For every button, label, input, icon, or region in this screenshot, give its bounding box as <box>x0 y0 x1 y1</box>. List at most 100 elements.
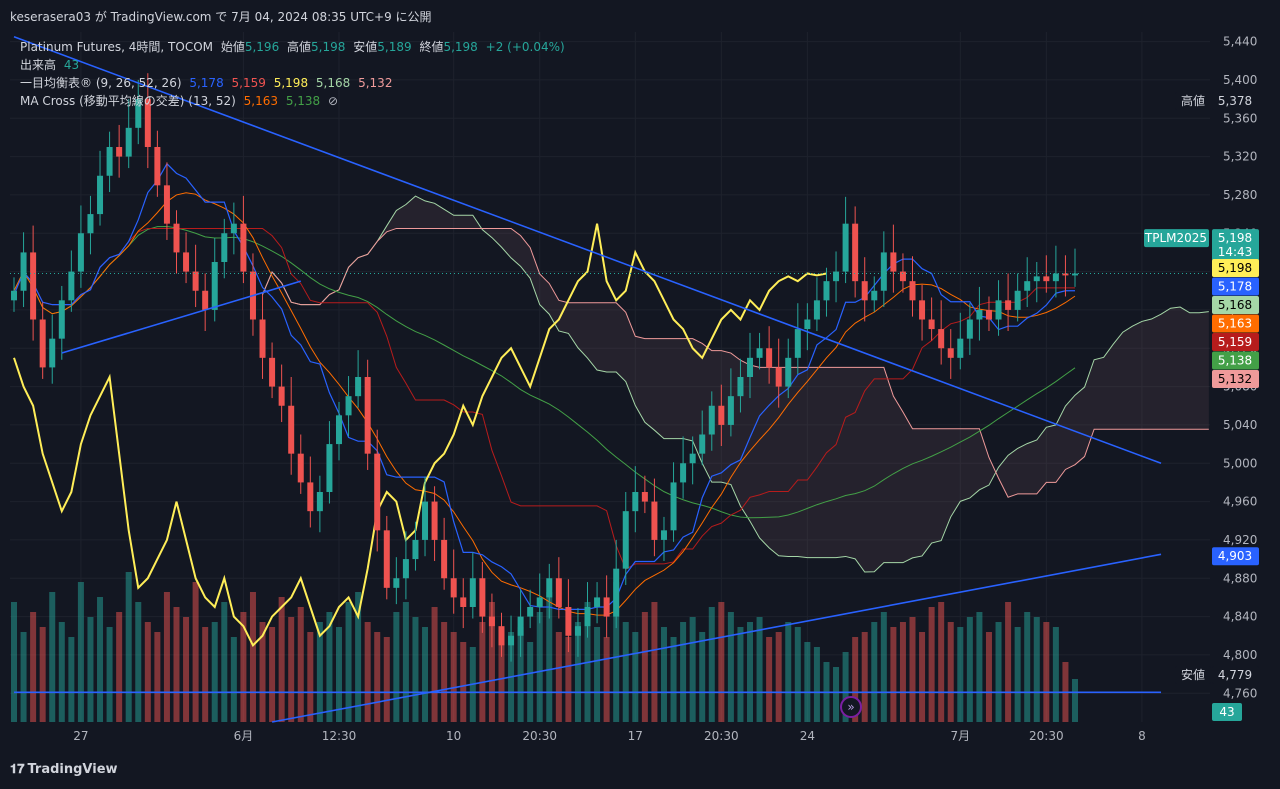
candle-body-81[interactable] <box>785 357 792 387</box>
candle-body-55[interactable] <box>536 597 543 607</box>
candle-body-106[interactable] <box>1024 281 1031 291</box>
candle-body-70[interactable] <box>680 463 687 483</box>
candle-body-99[interactable] <box>957 338 964 358</box>
candle-body-42[interactable] <box>412 539 419 560</box>
candle-body-54[interactable] <box>527 607 534 617</box>
candle-body-105[interactable] <box>1014 290 1021 310</box>
candle-body-94[interactable] <box>909 281 916 301</box>
candle-body-20[interactable] <box>202 290 209 310</box>
candle-body-0[interactable] <box>11 290 17 301</box>
candle-body-108[interactable] <box>1043 276 1050 282</box>
candle-body-36[interactable] <box>355 377 362 397</box>
candle-body-57[interactable] <box>555 578 562 607</box>
candle-body-68[interactable] <box>660 530 667 540</box>
candle-body-71[interactable] <box>689 453 696 464</box>
candle-body-14[interactable] <box>144 99 151 147</box>
candle-body-103[interactable] <box>995 300 1002 320</box>
candle-body-98[interactable] <box>947 348 954 358</box>
candle-body-3[interactable] <box>39 319 46 368</box>
candle-body-10[interactable] <box>106 147 113 176</box>
candle-body-66[interactable] <box>641 492 648 502</box>
legend-volume-row[interactable]: 出来高 43 <box>20 56 569 74</box>
legend-ichimoku-row[interactable]: 一目均衡表® (9, 26, 52, 26) 5,178 5,159 5,198… <box>20 74 569 92</box>
candle-body-1[interactable] <box>20 252 27 291</box>
candle-body-72[interactable] <box>699 434 706 454</box>
legend-ohlc-row[interactable]: Platinum Futures, 4時間, TOCOM 始値5,196 高値5… <box>20 38 569 56</box>
candle-body-63[interactable] <box>613 568 620 617</box>
candle-body-47[interactable] <box>460 597 467 607</box>
trendlines[interactable] <box>10 36 1210 723</box>
candle-body-40[interactable] <box>393 578 400 588</box>
candle-body-33[interactable] <box>326 444 333 492</box>
candle-body-64[interactable] <box>622 511 629 569</box>
time-axis[interactable]: 27 6月 12:30 10 20:30 17 20:30 24 7月 20:30 8 <box>73 729 1145 743</box>
candle-body-15[interactable] <box>154 147 161 186</box>
candle-body-100[interactable] <box>966 319 973 339</box>
candle-body-101[interactable] <box>976 309 983 320</box>
candle-body-30[interactable] <box>297 453 304 483</box>
candle-body-92[interactable] <box>890 252 897 272</box>
candle-body-53[interactable] <box>517 616 524 636</box>
candle-body-13[interactable] <box>135 99 142 128</box>
lower-trendline[interactable] <box>271 553 1162 723</box>
candle-body-76[interactable] <box>737 377 744 397</box>
candle-body-91[interactable] <box>880 252 887 291</box>
candle-body-22[interactable] <box>221 233 228 262</box>
candle-body-45[interactable] <box>441 539 448 579</box>
candle-body-35[interactable] <box>345 396 352 416</box>
candle-body-61[interactable] <box>594 597 601 607</box>
candle-body-88[interactable] <box>852 223 859 282</box>
candle-body-5[interactable] <box>58 300 65 339</box>
candle-body-97[interactable] <box>938 329 945 349</box>
candle-body-6[interactable] <box>68 271 75 301</box>
candle-body-59[interactable] <box>574 626 581 636</box>
candle-body-48[interactable] <box>469 578 476 607</box>
candle-body-87[interactable] <box>842 223 849 272</box>
candle-body-49[interactable] <box>479 578 486 617</box>
candle-body-107[interactable] <box>1033 276 1040 282</box>
candle-body-11[interactable] <box>116 147 123 157</box>
candle-body-26[interactable] <box>259 319 266 358</box>
candle-body-44[interactable] <box>431 501 438 540</box>
candle-body-46[interactable] <box>450 578 457 598</box>
candle-body-80[interactable] <box>775 367 782 387</box>
candle-body-28[interactable] <box>278 386 285 406</box>
candle-body-77[interactable] <box>747 357 754 377</box>
candle-body-52[interactable] <box>508 635 515 646</box>
price-chart[interactable]: 5,4405,4005,3605,3205,2805,2405,2005,160… <box>0 32 1280 750</box>
candle-body-21[interactable] <box>211 262 218 310</box>
candle-body-8[interactable] <box>87 214 94 234</box>
candle-body-19[interactable] <box>192 271 199 291</box>
candle-body-78[interactable] <box>756 348 763 358</box>
candle-body-83[interactable] <box>804 319 811 330</box>
candle-body-16[interactable] <box>163 185 170 224</box>
candle-body-84[interactable] <box>813 300 820 320</box>
candle-body-56[interactable] <box>546 578 553 598</box>
candle-body-85[interactable] <box>823 281 830 301</box>
candle-body-82[interactable] <box>794 329 801 358</box>
candle-body-73[interactable] <box>708 405 715 435</box>
candle-body-62[interactable] <box>603 597 610 617</box>
legend-ma-row[interactable]: MA Cross (移動平均線の交差) (13, 52) 5,163 5,138… <box>20 92 569 110</box>
candle-body-50[interactable] <box>488 616 495 627</box>
candle-body-75[interactable] <box>727 396 734 425</box>
candle-body-24[interactable] <box>240 223 247 272</box>
candle-body-41[interactable] <box>402 559 409 579</box>
candle-body-39[interactable] <box>383 530 390 588</box>
candle-body-43[interactable] <box>422 501 429 540</box>
candle-body-79[interactable] <box>766 348 773 368</box>
upper-trendline[interactable] <box>13 36 1162 464</box>
candle-body-7[interactable] <box>77 233 84 272</box>
candle-body-110[interactable] <box>1062 273 1069 276</box>
candle-body-12[interactable] <box>125 127 132 157</box>
candle-body-90[interactable] <box>871 290 878 301</box>
candle-body-89[interactable] <box>861 281 868 301</box>
candle-body-27[interactable] <box>269 357 276 387</box>
candle-body-58[interactable] <box>565 607 572 636</box>
candle-body-34[interactable] <box>335 415 342 445</box>
tradingview-logo[interactable]: 𝟏𝟕 TradingView <box>10 762 118 777</box>
candle-body-4[interactable] <box>49 338 56 368</box>
candle-body-109[interactable] <box>1052 273 1059 282</box>
candle-body-67[interactable] <box>651 501 658 540</box>
candle-body-2[interactable] <box>30 252 37 320</box>
